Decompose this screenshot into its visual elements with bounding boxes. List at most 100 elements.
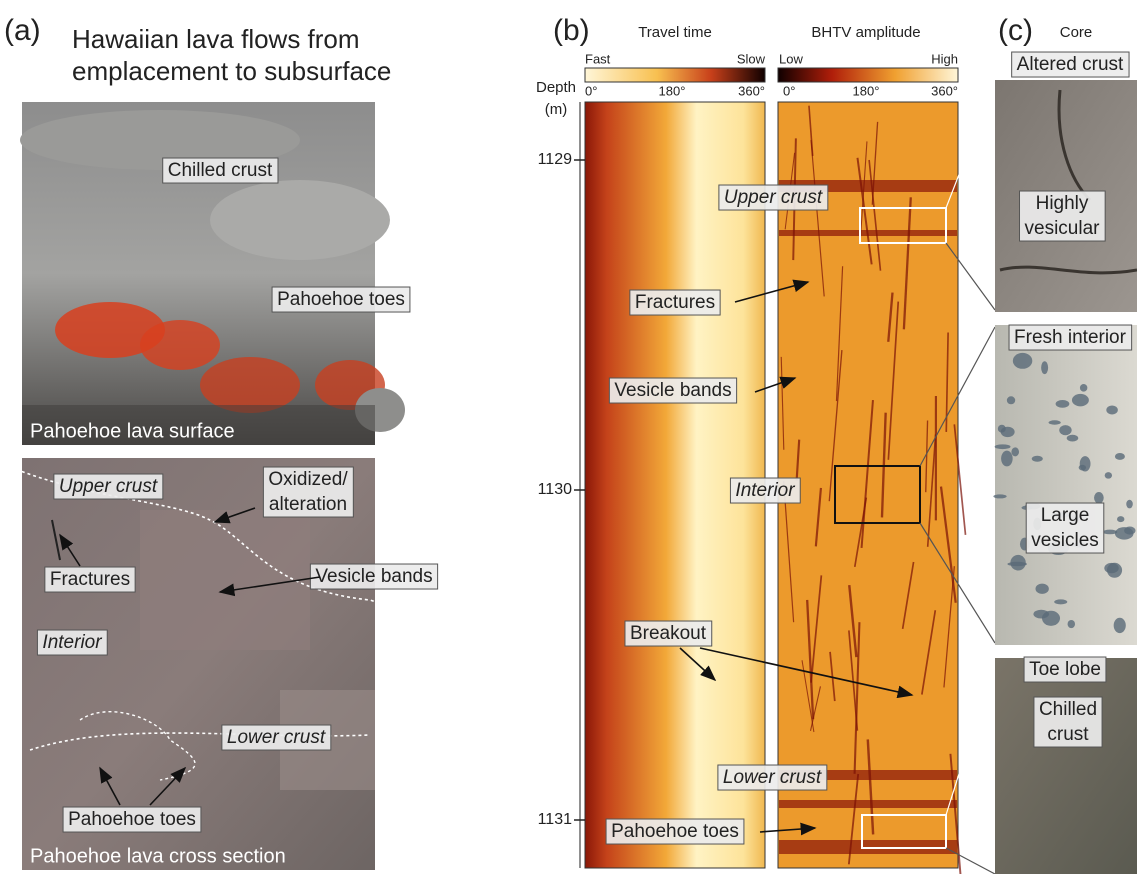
label-background <box>1011 51 1130 78</box>
label-background <box>1023 656 1107 683</box>
label-background <box>262 466 354 518</box>
streak <box>810 140 825 297</box>
streak <box>953 424 967 535</box>
vesicle <box>1006 396 1016 405</box>
band <box>779 770 957 780</box>
amplitude-log <box>777 101 967 874</box>
photo-label: Fractures <box>50 569 130 590</box>
core-label: Large <box>1041 505 1090 526</box>
depth-tick-label: 1131 <box>538 811 573 828</box>
streak <box>868 159 882 271</box>
core-label: vesicular <box>1025 218 1101 239</box>
label-background <box>1019 190 1106 242</box>
label-box: Pahoehoe toes <box>62 806 202 833</box>
label-box: Fractures <box>44 566 136 593</box>
label-box: Upper crust <box>53 473 164 500</box>
colorbar-end: Low <box>779 51 803 66</box>
log-label: Breakout <box>630 623 707 644</box>
arrows <box>679 279 914 836</box>
depth-ticks: 1129 1130 1131 <box>538 151 585 828</box>
vesicle <box>1059 425 1072 436</box>
label-box: Pahoehoe toes <box>605 818 745 845</box>
arrows <box>59 507 321 806</box>
vesicle <box>1114 452 1125 460</box>
label-box: Chilled crust <box>162 157 279 184</box>
colorbar-tick: 0° <box>783 83 795 98</box>
label-box: Highly vesicular <box>1019 190 1106 242</box>
vesicle <box>1035 583 1049 594</box>
photo-label: Chilled crust <box>168 160 273 181</box>
photo-label: Upper crust <box>59 476 158 497</box>
log-label: Upper crust <box>724 187 823 208</box>
core-title: Toe lobe <box>1029 659 1101 680</box>
streak <box>806 599 815 720</box>
core-title: Fresh interior <box>1014 327 1127 348</box>
log-title: Travel time <box>638 24 712 41</box>
colorbar-tick: 180° <box>853 83 880 98</box>
label-box: Oxidized/alteration <box>262 466 354 518</box>
streak <box>871 121 879 205</box>
label-box: Fractures <box>629 289 721 316</box>
vesicle <box>1071 393 1089 407</box>
streak <box>808 105 814 157</box>
streak <box>828 349 843 502</box>
streak <box>866 739 875 835</box>
colorbar-tick: 360° <box>931 83 958 98</box>
streak <box>780 356 785 450</box>
streak <box>848 585 858 658</box>
streak <box>887 301 900 460</box>
colorbar-end: Fast <box>585 51 611 66</box>
vesicle <box>1055 399 1070 408</box>
vesicle <box>1012 352 1033 369</box>
colorbar-end: High <box>931 51 958 66</box>
colorbar <box>584 67 766 83</box>
core-title: Altered crust <box>1017 54 1124 75</box>
label-background <box>629 289 721 316</box>
depth-tick-label: 1129 <box>538 151 573 168</box>
zoom-boxes <box>834 81 996 874</box>
label-box: Upper crust <box>718 184 829 211</box>
caption: Pahoehoe lava surface <box>30 420 235 442</box>
vesicle <box>1010 554 1026 571</box>
label-box: Vesicle bands <box>309 563 439 590</box>
vesicle <box>1041 610 1061 626</box>
log-label: Interior <box>735 480 795 501</box>
photo-label: Pahoehoe toes <box>277 289 405 310</box>
vesicle <box>1048 420 1061 425</box>
streak <box>921 610 937 695</box>
vesicle <box>1011 447 1020 457</box>
log-label: Pahoehoe toes <box>611 821 739 842</box>
vesicle <box>993 494 1007 499</box>
colorbar <box>777 67 959 83</box>
vesicle <box>1031 455 1043 462</box>
caption: Pahoehoe lava cross section <box>30 845 286 867</box>
vesicle <box>1106 405 1118 415</box>
label-background <box>717 764 828 791</box>
label-background <box>36 629 108 656</box>
colorbar-tick: 360° <box>738 83 765 98</box>
label-box: Vesicle bands <box>608 377 738 404</box>
streak <box>848 630 859 731</box>
axis-label: (m) <box>545 101 568 118</box>
log-label: Fractures <box>635 292 715 313</box>
streak <box>783 480 795 623</box>
vesicle <box>1001 450 1013 467</box>
depth-tick-label: 1130 <box>538 481 573 498</box>
axis-label: Depth <box>536 79 576 96</box>
panel-label: (c) <box>998 14 1033 47</box>
vesicle <box>1124 526 1136 535</box>
panel-label: (b) <box>553 14 590 47</box>
streak <box>902 197 912 330</box>
label-box: Large vesicles <box>1025 502 1105 554</box>
label-box: Toe lobe <box>1023 656 1107 683</box>
label-background <box>53 473 164 500</box>
streak <box>945 332 949 432</box>
photo-label: Oxidized/ <box>268 469 348 490</box>
panel-title: Core <box>1060 24 1093 41</box>
label-background <box>718 184 829 211</box>
core-label: Chilled <box>1039 699 1097 720</box>
streak <box>809 686 821 731</box>
streak <box>859 141 868 241</box>
label-box: Fresh interior <box>1008 324 1133 351</box>
